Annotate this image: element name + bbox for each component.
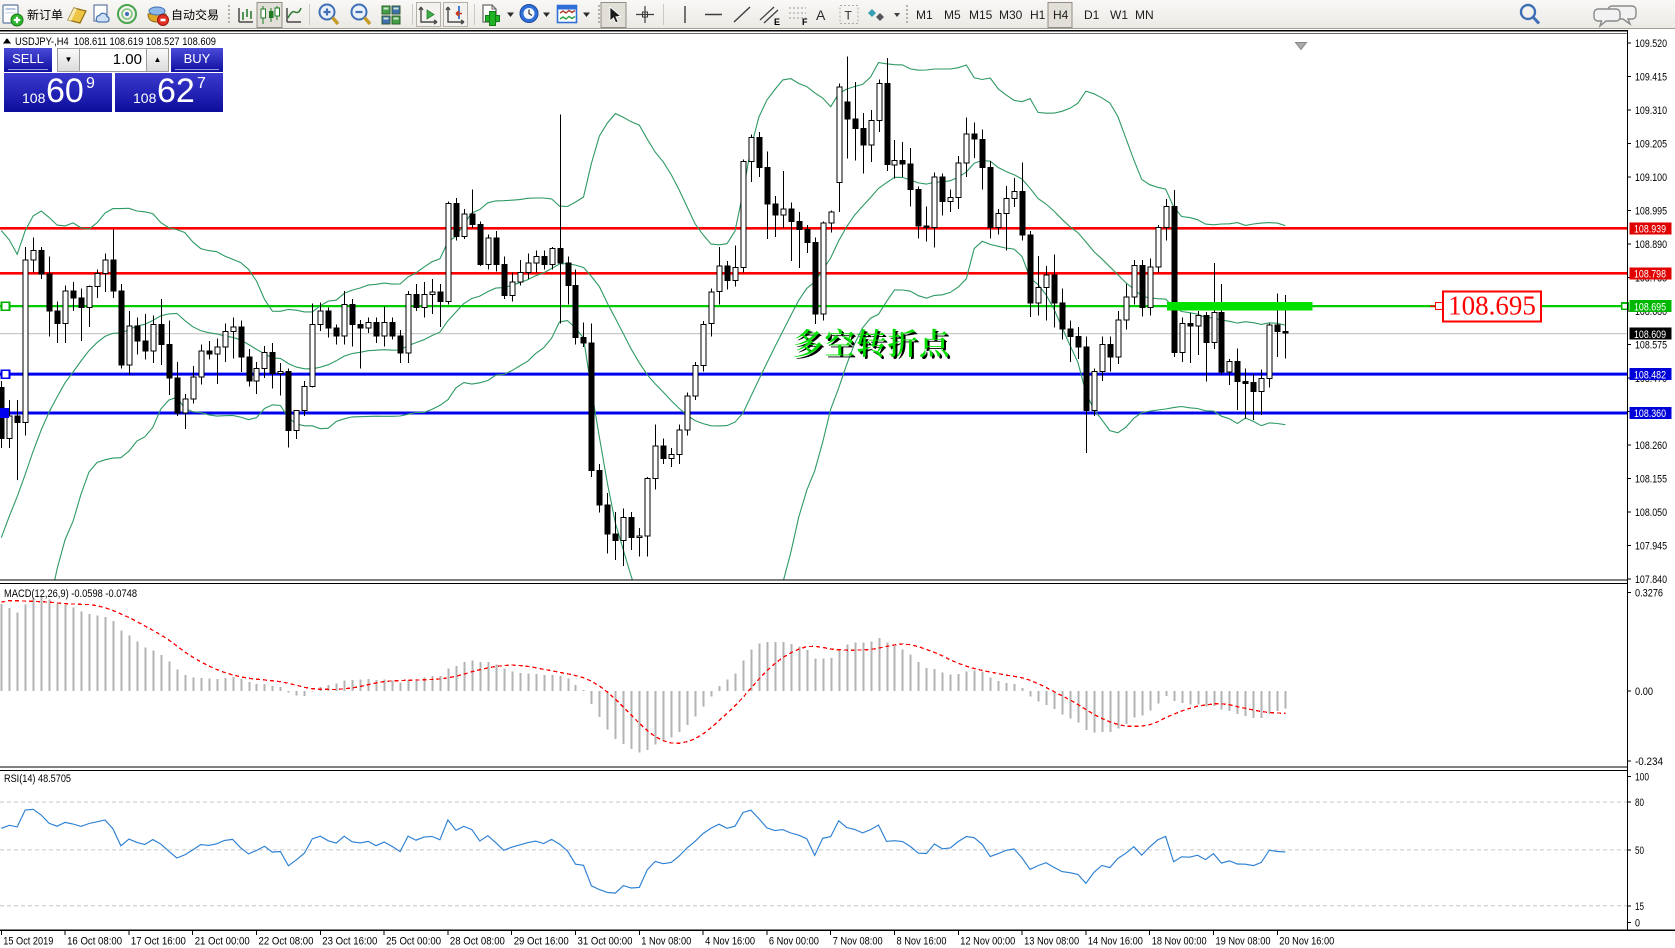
svg-text:108.890: 108.890 [1635,239,1667,251]
svg-text:29 Oct 16:00: 29 Oct 16:00 [514,936,569,948]
svg-text:USDJPY-,H4 108.611 108.619 10: USDJPY-,H4 108.611 108.619 108.527 108.6… [15,36,216,48]
svg-text:16 Oct 08:00: 16 Oct 08:00 [67,936,122,948]
svg-text:109.205: 109.205 [1635,138,1667,150]
svg-text:M15: M15 [969,8,993,22]
svg-text:108.995: 108.995 [1635,205,1667,217]
svg-text:107.840: 107.840 [1635,574,1667,586]
svg-text:8 Nov 16:00: 8 Nov 16:00 [897,936,947,948]
svg-text:100: 100 [1635,772,1649,784]
svg-text:D1: D1 [1084,8,1100,22]
svg-text:22 Oct 08:00: 22 Oct 08:00 [259,936,314,948]
svg-text:108.695: 108.695 [1634,301,1666,313]
svg-text:108.609: 108.609 [1634,329,1666,341]
svg-text:108.050: 108.050 [1635,507,1667,519]
svg-text:80: 80 [1635,797,1644,809]
svg-text:MACD(12,26,9) -0.0598 -0.0748: MACD(12,26,9) -0.0598 -0.0748 [4,588,137,600]
svg-text:6 Nov 00:00: 6 Nov 00:00 [769,936,819,948]
svg-text:13 Nov 08:00: 13 Nov 08:00 [1024,936,1079,948]
svg-text:108.798: 108.798 [1634,269,1666,281]
svg-text:7 Nov 08:00: 7 Nov 08:00 [833,936,883,948]
svg-text:M1: M1 [916,8,933,22]
svg-text:108.360: 108.360 [1634,408,1666,420]
svg-text:108.575: 108.575 [1635,339,1667,351]
svg-text:50: 50 [1635,845,1644,857]
svg-text:107.945: 107.945 [1635,540,1667,552]
svg-text:19 Nov 08:00: 19 Nov 08:00 [1216,936,1271,948]
svg-text:4 Nov 16:00: 4 Nov 16:00 [705,936,755,948]
svg-text:M5: M5 [944,8,961,22]
svg-text:109.520: 109.520 [1635,38,1667,50]
svg-text:17 Oct 16:00: 17 Oct 16:00 [131,936,186,948]
svg-text:0.3276: 0.3276 [1635,588,1663,600]
svg-text:18 Nov 00:00: 18 Nov 00:00 [1152,936,1207,948]
svg-text:14 Nov 16:00: 14 Nov 16:00 [1088,936,1143,948]
svg-text:15 Oct 2019: 15 Oct 2019 [3,936,53,948]
svg-text:108.260: 108.260 [1635,440,1667,452]
svg-text:108.695: 108.695 [1448,291,1536,321]
svg-text:12 Nov 00:00: 12 Nov 00:00 [960,936,1015,948]
svg-text:H4: H4 [1053,8,1069,22]
svg-text:23 Oct 16:00: 23 Oct 16:00 [322,936,377,948]
svg-text:109.310: 109.310 [1635,105,1667,117]
svg-text:W1: W1 [1110,8,1128,22]
svg-text:1 Nov 08:00: 1 Nov 08:00 [641,936,691,948]
svg-text:T: T [845,9,853,23]
svg-text:A: A [816,7,826,23]
svg-text:H1: H1 [1030,8,1046,22]
svg-text:F: F [802,17,808,27]
svg-text:M30: M30 [999,8,1023,22]
svg-text:0: 0 [1635,918,1640,930]
svg-text:108.939: 108.939 [1634,224,1666,236]
svg-text:20 Nov 16:00: 20 Nov 16:00 [1279,936,1334,948]
svg-text:RSI(14) 48.5705: RSI(14) 48.5705 [4,773,71,785]
svg-text:108.155: 108.155 [1635,473,1667,485]
svg-text:21 Oct 00:00: 21 Oct 00:00 [195,936,250,948]
svg-text:-0.234: -0.234 [1635,756,1663,768]
svg-text:E: E [774,17,780,27]
svg-text:MN: MN [1135,8,1154,22]
svg-text:109.100: 109.100 [1635,172,1667,184]
svg-text:0.00: 0.00 [1635,686,1653,698]
svg-text:28 Oct 08:00: 28 Oct 08:00 [450,936,505,948]
svg-text:25 Oct 00:00: 25 Oct 00:00 [386,936,441,948]
svg-text:31 Oct 00:00: 31 Oct 00:00 [578,936,633,948]
svg-text:109.415: 109.415 [1635,71,1667,83]
svg-text:15: 15 [1635,901,1644,913]
svg-text:108.482: 108.482 [1634,369,1666,381]
